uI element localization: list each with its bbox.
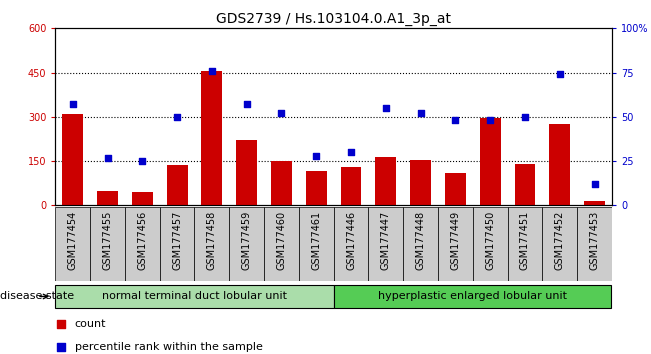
Bar (445, 173, 466, 205)
Point (172, 114, 182, 120)
Text: GSM177452: GSM177452 (555, 211, 565, 270)
Text: GSM177450: GSM177450 (485, 211, 495, 270)
Point (56, 344, 66, 349)
Bar (132, 192, 153, 205)
Point (381, 105, 391, 111)
Point (519, 114, 530, 120)
Title: GDS2739 / Hs.103104.0.A1_3p_at: GDS2739 / Hs.103104.0.A1_3p_at (216, 12, 451, 26)
Text: GSM177457: GSM177457 (172, 211, 182, 270)
Point (68, 102, 78, 107)
Point (242, 102, 252, 107)
Bar (167, 166, 187, 205)
Text: GSM177446: GSM177446 (346, 211, 356, 270)
Text: GSM177456: GSM177456 (137, 211, 147, 270)
Point (450, 118, 461, 123)
Text: GSM177447: GSM177447 (381, 211, 391, 270)
Bar (271, 161, 292, 205)
Point (589, 181, 600, 187)
Bar (62, 114, 83, 205)
Bar (264, 207, 299, 281)
Text: percentile rank within the sample: percentile rank within the sample (75, 342, 263, 352)
Bar (306, 171, 327, 205)
Bar (368, 207, 403, 281)
Point (102, 155, 113, 160)
Text: GSM177453: GSM177453 (590, 211, 600, 270)
Point (485, 118, 495, 123)
Bar (542, 207, 577, 281)
Bar (125, 207, 159, 281)
Text: GSM177449: GSM177449 (450, 211, 460, 270)
Point (137, 158, 148, 164)
Text: hyperplastic enlarged lobular unit: hyperplastic enlarged lobular unit (378, 291, 567, 302)
Bar (229, 207, 264, 281)
Bar (438, 207, 473, 281)
Bar (236, 141, 257, 205)
Bar (403, 207, 438, 281)
Bar (584, 201, 605, 205)
Point (311, 153, 322, 159)
Bar (55, 285, 333, 308)
Bar (299, 207, 333, 281)
Bar (97, 190, 118, 205)
Text: normal terminal duct lobular unit: normal terminal duct lobular unit (102, 291, 287, 302)
Bar (90, 207, 125, 281)
Text: disease state: disease state (0, 291, 74, 302)
Text: GSM177459: GSM177459 (242, 211, 252, 270)
Bar (577, 207, 612, 281)
Bar (410, 160, 431, 205)
Bar (508, 207, 542, 281)
Bar (340, 167, 361, 205)
Text: GSM177458: GSM177458 (207, 211, 217, 270)
Point (555, 72, 565, 77)
Bar (333, 207, 368, 281)
Bar (159, 207, 195, 281)
Bar (55, 207, 90, 281)
Point (56, 321, 66, 326)
Text: count: count (75, 319, 106, 329)
Bar (201, 71, 222, 205)
Text: GSM177455: GSM177455 (102, 211, 113, 270)
Text: GSM177454: GSM177454 (68, 211, 77, 270)
Bar (480, 118, 501, 205)
Bar (549, 124, 570, 205)
Point (346, 149, 356, 155)
Bar (195, 207, 229, 281)
Point (415, 110, 426, 116)
Text: GSM177461: GSM177461 (311, 211, 321, 270)
Bar (514, 164, 535, 205)
Text: GSM177451: GSM177451 (520, 211, 530, 270)
Bar (376, 156, 396, 205)
Point (276, 110, 286, 116)
Text: GSM177460: GSM177460 (277, 211, 286, 270)
Bar (473, 207, 508, 281)
Point (206, 68, 217, 74)
Bar (333, 285, 611, 308)
Text: GSM177448: GSM177448 (415, 211, 426, 270)
